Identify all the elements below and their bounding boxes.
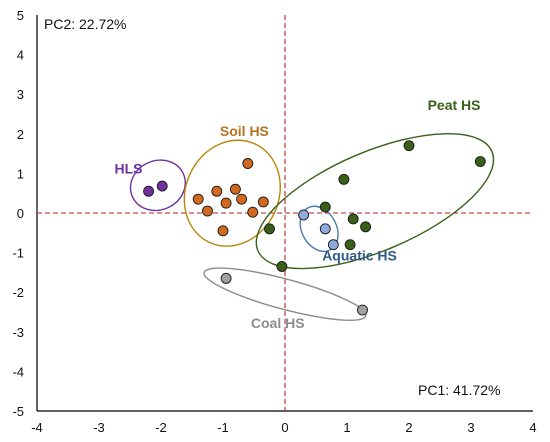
y-tick-label: 1 [17,166,24,181]
data-points [143,140,486,316]
soil-hs-point [192,193,204,205]
soil-hs-point [247,206,259,218]
pc1-axis-label: PC1: 41.72% [418,382,501,398]
y-tick-label: -4 [12,364,24,379]
coal-hs-ellipse [203,267,367,321]
y-tick-label: 5 [17,8,24,23]
peat-hs-point [319,201,331,213]
x-tick-label: 4 [529,420,536,435]
soil-hs-point [257,196,269,208]
hls-label: HLS [115,160,143,176]
peat-hs-label: Peat HS [428,97,481,113]
pc2-axis-label: PC2: 22.72% [44,16,127,32]
y-tick-label: 3 [17,87,24,102]
reference-lines [37,15,533,411]
y-tick-label: 2 [17,127,24,142]
x-tick-label: 0 [281,420,288,435]
y-tick-label: -2 [12,285,24,300]
group-labels: HLS Soil HS Peat HS Aquatic HS Coal HS [115,97,481,331]
y-tick-label: -1 [12,246,24,261]
aquatic-hs-point [327,239,339,251]
aquatic-hs-point [298,209,310,221]
x-tick-label: 3 [467,420,474,435]
soil-hs-point [229,183,241,195]
y-tick-label: -3 [12,325,24,340]
x-tick-label: -2 [155,420,167,435]
soil-hs-point [220,197,232,209]
aquatic-hs-ellipse [299,205,339,253]
soil-hs-label: Soil HS [220,123,269,139]
x-tick-label: -4 [31,420,43,435]
hls-point [156,180,168,192]
hls-ellipse [129,159,186,212]
peat-hs-point [360,221,372,233]
group-ellipses [129,133,495,321]
aquatic-hs-label: Aquatic HS [322,248,397,264]
soil-hs-point [217,225,229,237]
soil-hs-point [242,158,254,169]
aquatic-hs-point [319,223,331,235]
peat-hs-point [276,261,288,272]
peat-hs-point [344,239,356,251]
soil-hs-point [236,193,248,205]
soil-hs-point [202,205,213,217]
soil-hs-ellipse [183,139,281,247]
y-tick-label: -5 [12,404,24,419]
peat-hs-point [403,140,415,152]
hls-point [143,185,155,197]
soil-hs-point [211,185,223,197]
tick-labels: -4 -3 -2 -1 0 1 2 3 4 5 4 3 2 1 0 -1 -2 -3 -4 -5 [12,8,536,435]
y-tick-label: 0 [17,206,24,221]
y-tick-label: 4 [17,48,24,63]
coal-hs-label: Coal HS [251,315,305,331]
x-tick-label: 2 [405,420,412,435]
peat-hs-point [347,213,359,225]
x-tick-label: 1 [343,420,350,435]
peat-hs-ellipse [255,133,495,270]
coal-hs-point [220,272,232,284]
coal-hs-point [357,304,368,316]
peat-hs-point [338,173,350,185]
peat-hs-point [474,156,486,167]
x-tick-label: -1 [217,420,229,435]
peat-hs-point [264,223,275,235]
x-tick-label: -3 [93,420,105,435]
